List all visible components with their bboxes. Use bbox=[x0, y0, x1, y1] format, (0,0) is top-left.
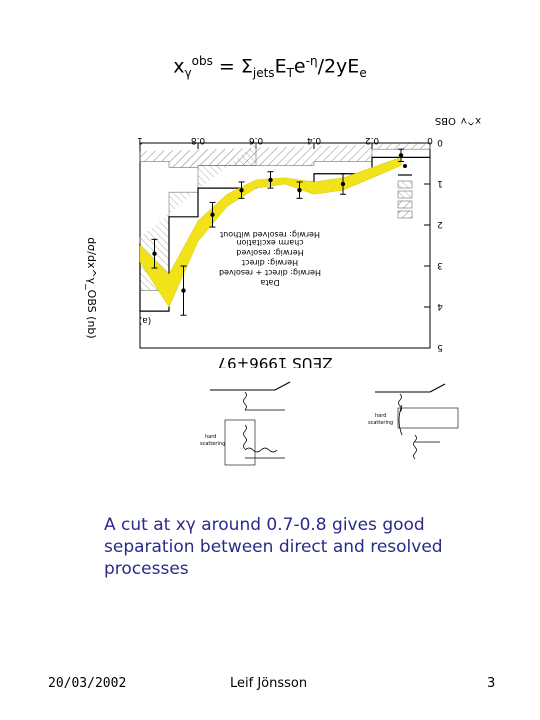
data-point bbox=[210, 212, 215, 217]
legend-label: Herwig: resolved bbox=[236, 248, 303, 257]
y-tick-label: 1 bbox=[437, 178, 443, 188]
legend-label: Data bbox=[260, 278, 279, 287]
diagram-resolved: hard scattering bbox=[200, 381, 291, 466]
feynman-diagrams: hard scattering hard scattering bbox=[200, 381, 459, 466]
data-point bbox=[297, 187, 302, 193]
legend-swatch bbox=[397, 180, 413, 189]
uncertainty-band bbox=[139, 156, 402, 308]
data-point bbox=[268, 177, 273, 183]
data-point bbox=[181, 288, 186, 293]
panel-label: (a) bbox=[139, 315, 152, 325]
legend-swatch bbox=[397, 210, 413, 219]
diagram-left-label: hard bbox=[205, 434, 216, 440]
x-tick-label: 1 bbox=[137, 135, 143, 145]
diagram-right-label-2: scattering bbox=[368, 420, 393, 426]
legend-label: Herwig: direct + resolved bbox=[219, 268, 321, 277]
footer-date: 20/03/2002 bbox=[48, 676, 127, 691]
cross-section-chart: 0 0.2 0.4 0.6 0.8 1 0 1 2 3 4 5 x^γ_OBS ZEUS 1996+97 (… bbox=[85, 118, 481, 368]
experiment-label: ZEUS 1996+97 bbox=[218, 354, 333, 368]
diagram-direct: hard scattering bbox=[368, 383, 459, 460]
y-tick-label: 5 bbox=[437, 342, 443, 352]
legend-label: Herwig: direct bbox=[242, 258, 298, 267]
y-tick-label: 0 bbox=[437, 137, 443, 147]
caption-text: A cut at xγ around 0.7-0.8 gives good se… bbox=[104, 515, 443, 579]
footer-author: Leif Jönsson bbox=[230, 676, 308, 691]
diagram-left-label-2: scattering bbox=[200, 441, 225, 447]
legend-marker bbox=[403, 164, 407, 168]
x-tick-label: 0 bbox=[427, 135, 433, 145]
y-tick-label: 2 bbox=[437, 219, 443, 229]
x-tick-label: 0.8 bbox=[191, 135, 206, 145]
y-axis-label: dσ/dx^γ_OBS (nb) bbox=[85, 237, 98, 338]
x-tick-label: 0.2 bbox=[365, 135, 379, 145]
x-tick-label: 0.4 bbox=[307, 135, 322, 145]
data-point bbox=[152, 251, 157, 256]
formula-title: xγobs = ΣjetsETe-η/2yEe bbox=[173, 54, 367, 81]
legend-label: charm excitation bbox=[236, 238, 303, 247]
legend-swatch bbox=[397, 200, 413, 209]
data-point bbox=[398, 153, 404, 158]
x-tick-label: 0.6 bbox=[249, 135, 264, 145]
footer-page-number: 3 bbox=[487, 676, 496, 691]
legend-swatch bbox=[397, 190, 413, 199]
diagram-right-label: hard bbox=[375, 413, 386, 419]
legend-label: Herwig: resolved without bbox=[220, 230, 320, 239]
x-axis-label: x^γ_OBS bbox=[435, 118, 481, 126]
y-tick-label: 3 bbox=[437, 260, 443, 270]
hist-resolved bbox=[139, 143, 431, 168]
y-tick-label: 4 bbox=[437, 301, 443, 311]
data-point bbox=[239, 187, 244, 193]
data-point bbox=[340, 181, 346, 187]
